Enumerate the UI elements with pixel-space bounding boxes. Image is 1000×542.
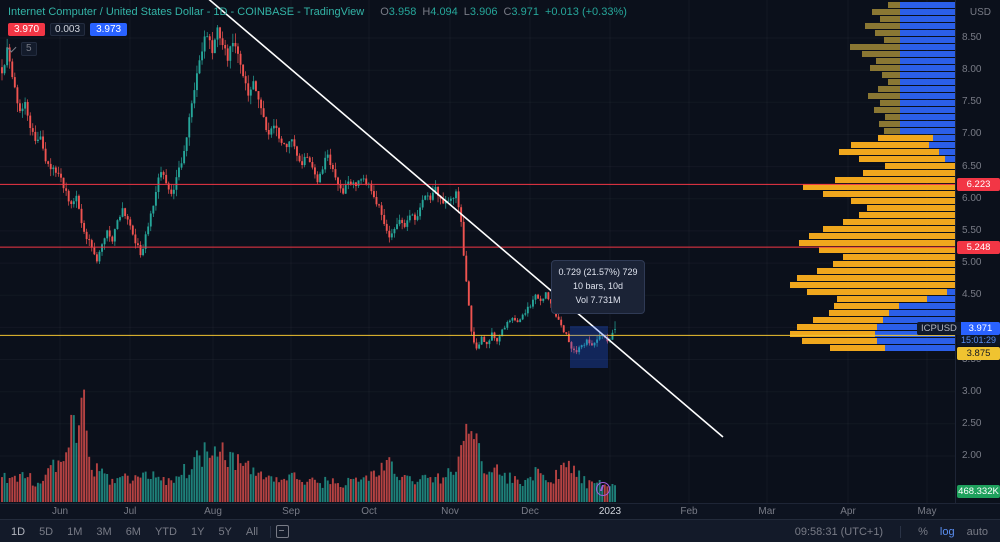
price-level-badge-2: 5.248 xyxy=(957,240,1000,254)
timeframe-1m[interactable]: 1M xyxy=(67,525,83,538)
time-tick: Apr xyxy=(840,506,856,517)
timeframe-1d[interactable]: 1D xyxy=(11,525,26,538)
price-tick: 8.00 xyxy=(962,64,982,76)
timeframe-6m[interactable]: 6M xyxy=(125,525,141,538)
indicators-collapse-toggle[interactable]: 5 xyxy=(6,42,627,56)
auto-scale-button[interactable]: auto xyxy=(966,525,988,538)
timeframe-3m[interactable]: 3M xyxy=(96,525,112,538)
price-tick: 8.50 xyxy=(962,32,982,43)
time-tick: Jul xyxy=(123,506,137,517)
poc-price-badge: 3.875 xyxy=(957,347,1000,361)
price-tick: 5.00 xyxy=(962,257,982,269)
ohlc-change: +0.013 (+0.33%) xyxy=(544,6,627,18)
timeframe-1y[interactable]: 1Y xyxy=(190,525,205,538)
price-tick: 6.00 xyxy=(962,192,982,204)
toolbar-divider xyxy=(900,525,902,538)
measure-bars: 10 bars, 10d xyxy=(572,280,624,291)
time-tick: Feb xyxy=(680,506,698,517)
price-tick: 4.50 xyxy=(962,289,982,301)
spread-value: 0.003 xyxy=(50,23,86,36)
price-axis[interactable]: 8.508.007.507.006.506.005.505.004.504.00… xyxy=(955,0,1000,503)
price-tick: 3.00 xyxy=(962,385,982,397)
time-tick: 2023 xyxy=(598,506,622,517)
price-tick: 5.50 xyxy=(962,224,982,236)
volume-value-badge: 468.332K xyxy=(957,485,1000,498)
quote-row: 3.970 0.003 3.973 xyxy=(8,23,627,36)
go-to-date-icon[interactable] xyxy=(276,525,290,538)
price-tick: 6.50 xyxy=(962,160,982,172)
timeframe-ytd[interactable]: YTD xyxy=(154,525,177,538)
timeframe-5y[interactable]: 5Y xyxy=(218,525,232,538)
time-tick: May xyxy=(917,506,937,517)
time-tick: Aug xyxy=(204,506,222,517)
timeframe-group: 1D 5D 1M 3M 6M YTD 1Y 5Y All xyxy=(0,526,265,538)
symbol-name: ICPUSD xyxy=(917,322,961,336)
timeframe-5d[interactable]: 5D xyxy=(39,525,54,538)
clock[interactable]: 09:58:31 (UTC+1) xyxy=(794,525,884,538)
log-scale-button[interactable]: log xyxy=(939,525,955,538)
current-price: 3.971 xyxy=(960,322,1000,336)
price-tick: 7.00 xyxy=(962,128,982,140)
chevron-down-icon xyxy=(6,42,17,53)
time-tick: Sep xyxy=(282,506,300,517)
buy-price-button[interactable]: 3.973 xyxy=(90,23,128,36)
sell-price-button[interactable]: 3.970 xyxy=(8,23,46,36)
time-tick: Nov xyxy=(441,506,459,517)
toolbar-divider xyxy=(270,525,272,538)
timeframe-all[interactable]: All xyxy=(245,525,259,538)
chart-legend: Internet Computer / United States Dollar… xyxy=(6,6,627,56)
ohlc-low-value: 3.906 xyxy=(469,6,498,18)
price-tick: 7.50 xyxy=(962,96,982,108)
price-chart[interactable] xyxy=(0,0,955,503)
ohlc-open-label: O xyxy=(380,6,389,18)
ohlc-high-value: 4.094 xyxy=(430,6,458,18)
quick-measure-icon[interactable] xyxy=(596,482,610,496)
ohlc-close-value: 3.971 xyxy=(511,6,539,18)
measure-change: 0.729 (21.57%) 729 xyxy=(558,267,638,277)
bottom-toolbar: 1D 5D 1M 3M 6M YTD 1Y 5Y All 09:58:31 (UTC+1) % … xyxy=(0,519,1000,542)
percent-scale-button[interactable]: % xyxy=(918,525,928,538)
hidden-indicators-count: 5 xyxy=(21,42,37,56)
price-tick: 2.00 xyxy=(962,450,982,461)
time-tick: Dec xyxy=(521,506,539,517)
ohlc-high-label: H xyxy=(422,6,431,18)
ohlc-low-label: L xyxy=(463,6,470,18)
bar-countdown: 15:01:29 xyxy=(957,335,1000,347)
scale-controls: 09:58:31 (UTC+1) % log auto xyxy=(794,525,1000,538)
time-tick: Oct xyxy=(361,506,377,517)
ohlc-open-value: 3.958 xyxy=(388,6,417,18)
currency-label: USD xyxy=(969,7,991,18)
ohlc-close-label: C xyxy=(503,6,512,18)
symbol-title[interactable]: Internet Computer / United States Dollar… xyxy=(8,6,365,18)
ohlc-values: O3.958 H4.094 L3.906 C3.971 +0.013 (+0.33%) xyxy=(374,6,627,18)
time-tick: Jun xyxy=(51,506,69,517)
time-tick: Mar xyxy=(758,506,776,517)
price-tick: 2.50 xyxy=(962,417,982,429)
current-price-badge: ICPUSD 3.971 xyxy=(917,322,1000,336)
price-level-badge-1: 6.223 xyxy=(957,177,1000,191)
time-axis[interactable]: Jun Jul Aug Sep Oct Nov Dec 2023 Feb Mar Apr May xyxy=(0,503,1000,520)
measure-volume: Vol 7.731M xyxy=(575,294,621,305)
measure-tooltip: 0.729 (21.57%) 729 10 bars, 10d Vol 7.73… xyxy=(551,260,645,314)
